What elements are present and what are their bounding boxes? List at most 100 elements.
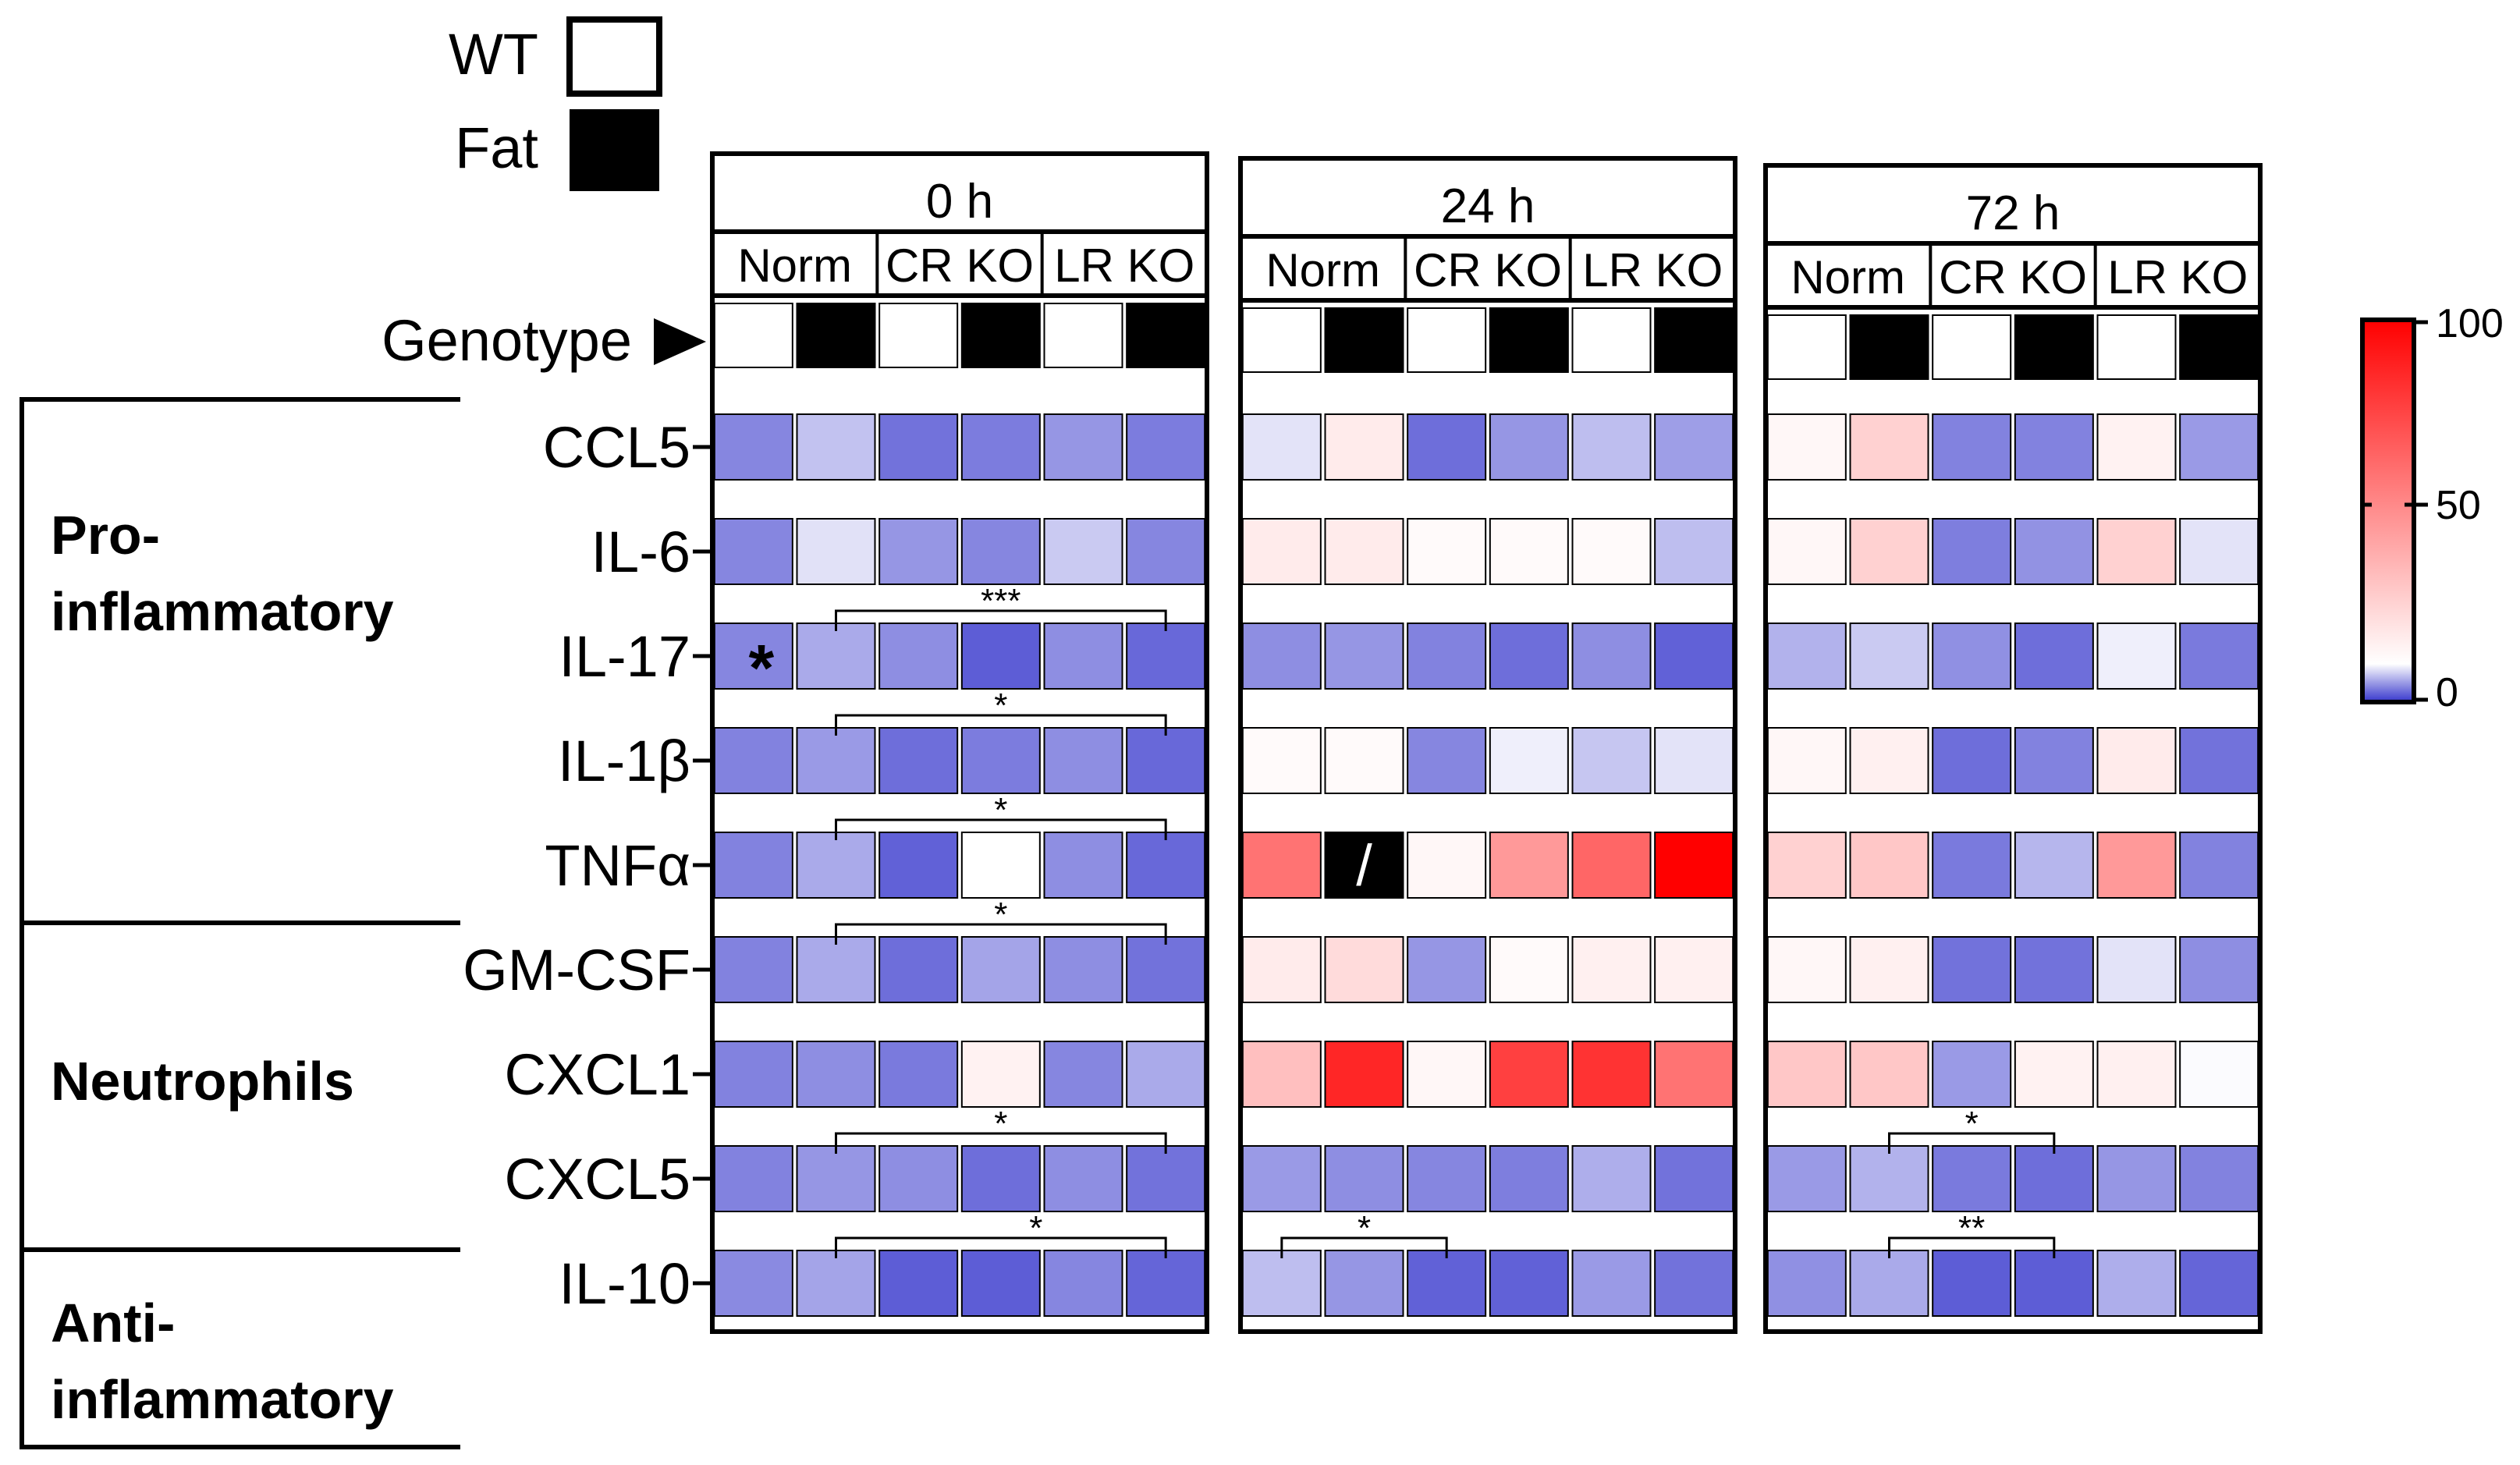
heatmap-cell	[1126, 413, 1206, 481]
group-label-neutrophils: Neutrophils	[51, 1051, 354, 1112]
heatmap-cell	[2014, 623, 2094, 690]
heatmap-cell	[960, 936, 1041, 1003]
heatmap-cell	[713, 413, 793, 481]
genotype-cell-wt	[2096, 314, 2177, 380]
heatmap-cell	[878, 413, 959, 481]
heatmap-cell	[713, 727, 793, 794]
genotype-cell-wt	[1766, 314, 1847, 380]
heatmap-cell	[2096, 1250, 2177, 1317]
heatmap-cell	[960, 832, 1041, 899]
heatmap-cell	[1126, 518, 1206, 585]
heatmap-cell	[1241, 832, 1322, 899]
heatmap-cell	[2014, 727, 2094, 794]
subgroup-label: CR KO	[1414, 244, 1562, 296]
heatmap-cell	[1126, 1041, 1206, 1108]
heatmap-cell	[2096, 518, 2177, 585]
heatmap-cell	[1849, 623, 1929, 690]
heatmap-cell	[1241, 727, 1322, 794]
heatmap-cell	[1043, 518, 1123, 585]
heatmap-cell	[713, 936, 793, 1003]
heatmap-cell	[796, 727, 876, 794]
heatmap-cell	[713, 1250, 793, 1317]
genotype-cell-wt	[1407, 307, 1487, 373]
heatmap-cell	[1407, 1250, 1487, 1317]
significance-bracket	[835, 1132, 1167, 1154]
heatmap-cell	[2096, 413, 2177, 481]
heatmap-cell	[1489, 832, 1569, 899]
heatmap-cell	[1571, 936, 1652, 1003]
genotype-legend: WT Fat	[449, 16, 662, 191]
heatmap-cell	[1324, 1145, 1404, 1212]
heatmap-cell	[2179, 1250, 2259, 1317]
heatmap-cell	[1407, 727, 1487, 794]
heatmap-cell	[960, 1041, 1041, 1108]
heatmap-cell	[2179, 727, 2259, 794]
heatmap-cell	[1571, 832, 1652, 899]
row-label: GM-CSF	[463, 938, 690, 1002]
heatmap-cell	[2179, 832, 2259, 899]
significance-bracket	[835, 714, 1167, 736]
panel-1: 24 h Norm CR KO LR KO / *	[1238, 156, 1737, 1334]
heatmap-cell	[1407, 936, 1487, 1003]
heatmap-cell	[1324, 936, 1404, 1003]
heatmap-cell	[1241, 413, 1322, 481]
genotype-cell-fat	[1849, 314, 1929, 380]
heatmap-cell	[2014, 1041, 2094, 1108]
colorbar-tick-label-100: 100	[2436, 301, 2504, 346]
heatmap-cell	[1849, 518, 1929, 585]
heatmap-cell	[1489, 1041, 1569, 1108]
heatmap-cell	[878, 518, 959, 585]
heatmap-cell	[1043, 623, 1123, 690]
panel-body-frame	[710, 293, 1209, 1334]
heatmap-cell	[2014, 413, 2094, 481]
heatmap-cell	[1324, 727, 1404, 794]
heatmap-cell	[1043, 413, 1123, 481]
genotype-arrow-icon	[654, 318, 706, 365]
group-label-anti-inflammatory-line2: inflammatory	[51, 1369, 394, 1430]
significance-bracket	[835, 818, 1167, 840]
heatmap-cell	[1126, 1250, 1206, 1317]
significance-stars: *	[1029, 1209, 1042, 1247]
heatmap-cell	[960, 623, 1041, 690]
significance-stars: **	[1958, 1209, 1985, 1247]
subgroup-label: LR KO	[1054, 239, 1194, 292]
significance-bracket	[1888, 1236, 2056, 1258]
genotype-cell-fat	[960, 303, 1041, 368]
row-group-labels: Pro- inflammatory Neutrophils Anti- infl…	[20, 397, 460, 1449]
heatmap-cell	[1489, 518, 1569, 585]
genotype-cell-wt	[1571, 307, 1652, 373]
subgroup-label: LR KO	[2107, 251, 2248, 303]
heatmap-cell	[1766, 623, 1847, 690]
heatmap-cell	[1654, 623, 1734, 690]
significance-stars: *	[994, 791, 1007, 829]
heatmap-cell	[1932, 1041, 2012, 1108]
heatmap-cell	[796, 1041, 876, 1108]
heatmap-cell	[796, 1145, 876, 1212]
heatmap-cell	[1932, 518, 2012, 585]
row-label: CXCL5	[504, 1147, 690, 1211]
heatmap-cell	[1241, 518, 1322, 585]
missing-data-mark: /	[1356, 833, 1372, 898]
colorbar-gradient	[2360, 317, 2416, 704]
heatmap-cell	[1324, 623, 1404, 690]
heatmap-cell	[878, 727, 959, 794]
heatmap-cell	[1932, 936, 2012, 1003]
heatmap-cell	[1489, 1250, 1569, 1317]
heatmap-cell	[2014, 1250, 2094, 1317]
group-label-pro-inflammatory-line1: Pro-	[51, 505, 160, 566]
row-labels: CCL5 IL-6 IL-17 IL-1β TNFα GM-CSF CXCL1 CXCL5 IL…	[463, 415, 712, 1316]
legend-fat-label: Fat	[455, 115, 538, 180]
heatmap-cell	[2179, 936, 2259, 1003]
heatmap-cell	[1241, 936, 1322, 1003]
heatmap-cell	[960, 727, 1041, 794]
heatmap-cell	[960, 518, 1041, 585]
heatmap-cell	[796, 936, 876, 1003]
heatmap-cell	[1654, 832, 1734, 899]
heatmap-cell	[1571, 413, 1652, 481]
genotype-cell-wt	[1241, 307, 1322, 373]
heatmap-cell	[1766, 832, 1847, 899]
genotype-cell-wt	[878, 303, 959, 368]
heatmap-cell	[1489, 936, 1569, 1003]
heatmap-cell	[1932, 623, 2012, 690]
